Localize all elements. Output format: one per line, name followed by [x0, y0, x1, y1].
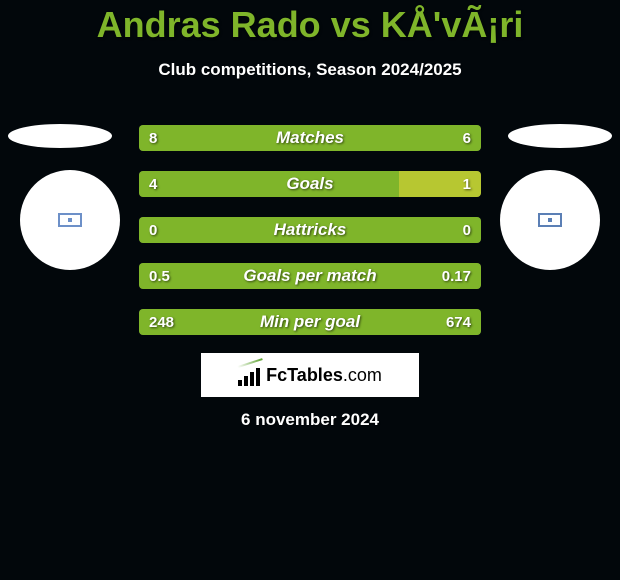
logo-text-thin: .com — [343, 365, 382, 385]
stat-row: 0.50.17Goals per match — [139, 263, 481, 289]
stat-label: Goals per match — [139, 263, 481, 289]
badge-right-dot — [548, 218, 552, 222]
stat-row: 86Matches — [139, 125, 481, 151]
subtitle: Club competitions, Season 2024/2025 — [0, 60, 620, 80]
stat-row: 00Hattricks — [139, 217, 481, 243]
team-badge-right — [500, 170, 600, 270]
decor-oval-left — [8, 124, 112, 148]
vs-text: vs — [331, 4, 371, 45]
stat-label: Matches — [139, 125, 481, 151]
logo-chart-icon — [238, 364, 264, 386]
badge-left-inner — [58, 213, 82, 227]
badge-left-dot — [68, 218, 72, 222]
badge-right-inner — [538, 213, 562, 227]
stats-bars: 86Matches 41Goals 00Hattricks 0.50.17Goals … — [139, 125, 481, 355]
player-b-name: KÅ'vÃ¡ri — [381, 4, 524, 45]
team-badge-left — [20, 170, 120, 270]
player-a-name: Andras Rado — [97, 4, 321, 45]
stat-row: 248674Min per goal — [139, 309, 481, 335]
decor-oval-right — [508, 124, 612, 148]
date-text: 6 november 2024 — [0, 410, 620, 430]
stat-label: Goals — [139, 171, 481, 197]
logo-text: FcTables.com — [266, 365, 382, 386]
stat-label: Min per goal — [139, 309, 481, 335]
page-title: Andras Rado vs KÅ'vÃ¡ri — [0, 0, 620, 46]
logo-text-bold: FcTables — [266, 365, 343, 385]
logo-inner: FcTables.com — [238, 364, 382, 386]
fctables-logo: FcTables.com — [201, 353, 419, 397]
stat-label: Hattricks — [139, 217, 481, 243]
stat-row: 41Goals — [139, 171, 481, 197]
